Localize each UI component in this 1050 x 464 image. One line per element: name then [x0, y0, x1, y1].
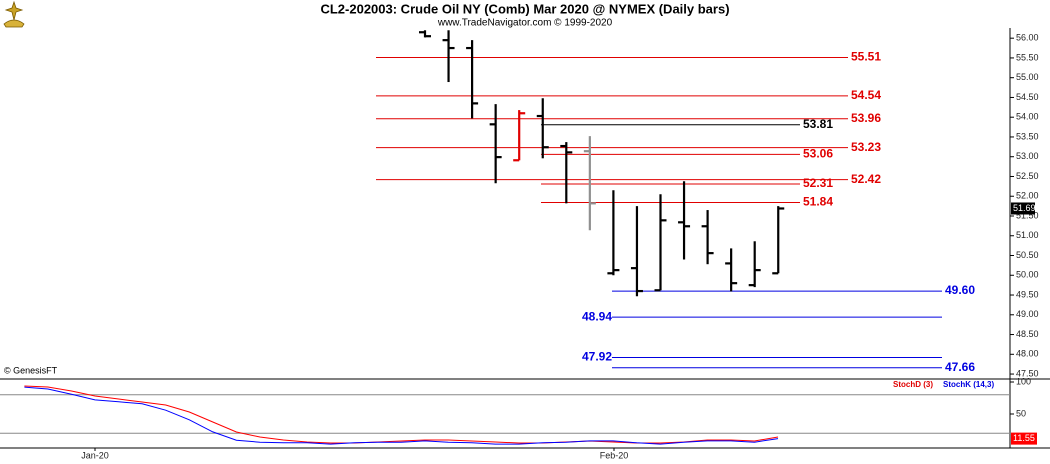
credit: © GenesisFT — [4, 365, 58, 375]
chart-title: CL2-202003: Crude Oil NY (Comb) Mar 2020… — [320, 1, 729, 16]
y-tick-label: 55.50 — [1016, 52, 1039, 62]
logo-base — [3, 19, 25, 28]
y-tick-label: 100 — [1016, 376, 1031, 386]
x-tick-label: Feb-20 — [600, 450, 629, 460]
y-tick-label: 55.00 — [1016, 72, 1039, 82]
last-price-box — [1011, 202, 1035, 215]
level-label: 54.54 — [851, 88, 881, 102]
last-value-box — [1011, 432, 1037, 445]
legend-entry: StochD (3) — [893, 380, 933, 389]
last-price-label: 51.69 — [1013, 203, 1036, 213]
y-tick-label: 53.50 — [1016, 131, 1039, 141]
level-label: 53.81 — [803, 117, 833, 131]
level-label: 49.60 — [945, 283, 975, 297]
level-label: 47.66 — [945, 360, 975, 374]
level-label: 53.96 — [851, 111, 881, 125]
y-tick-label: 50 — [1016, 408, 1026, 418]
chart-subtitle: www.TradeNavigator.com © 1999-2020 — [437, 18, 613, 29]
level-label: 51.84 — [803, 195, 833, 209]
y-tick-label: 49.00 — [1016, 309, 1039, 319]
level-label: 53.23 — [851, 140, 881, 154]
level-label: 52.42 — [851, 172, 881, 186]
y-tick-label: 53.00 — [1016, 151, 1039, 161]
y-tick-label: 49.50 — [1016, 289, 1039, 299]
y-tick-label: 52.50 — [1016, 171, 1039, 181]
y-tick-label: 51.00 — [1016, 230, 1039, 240]
y-tick-label: 50.00 — [1016, 270, 1039, 280]
last-value-label: 11.55 — [1013, 433, 1035, 443]
level-label: 55.51 — [851, 50, 881, 64]
y-tick-label: 48.50 — [1016, 329, 1039, 339]
legend-entry: StochK (14,3) — [943, 380, 994, 389]
level-label: 52.31 — [803, 176, 833, 190]
y-tick-label: 54.50 — [1016, 92, 1039, 102]
y-tick-label: 51.50 — [1016, 210, 1039, 220]
y-tick-label: 48.00 — [1016, 349, 1039, 359]
y-tick-label: 56.00 — [1016, 33, 1039, 43]
level-label: 53.06 — [803, 147, 833, 161]
level-label: 48.94 — [582, 309, 612, 323]
y-tick-label: 50.50 — [1016, 250, 1039, 260]
stoch-line — [24, 386, 779, 445]
x-tick-label: Jan-20 — [81, 450, 109, 460]
level-label: 47.92 — [582, 350, 612, 364]
y-tick-label: 54.00 — [1016, 112, 1039, 122]
y-tick-label: 47.50 — [1016, 368, 1039, 378]
logo — [3, 0, 25, 28]
y-tick-label: 52.00 — [1016, 191, 1039, 201]
stoch-line — [24, 385, 779, 444]
